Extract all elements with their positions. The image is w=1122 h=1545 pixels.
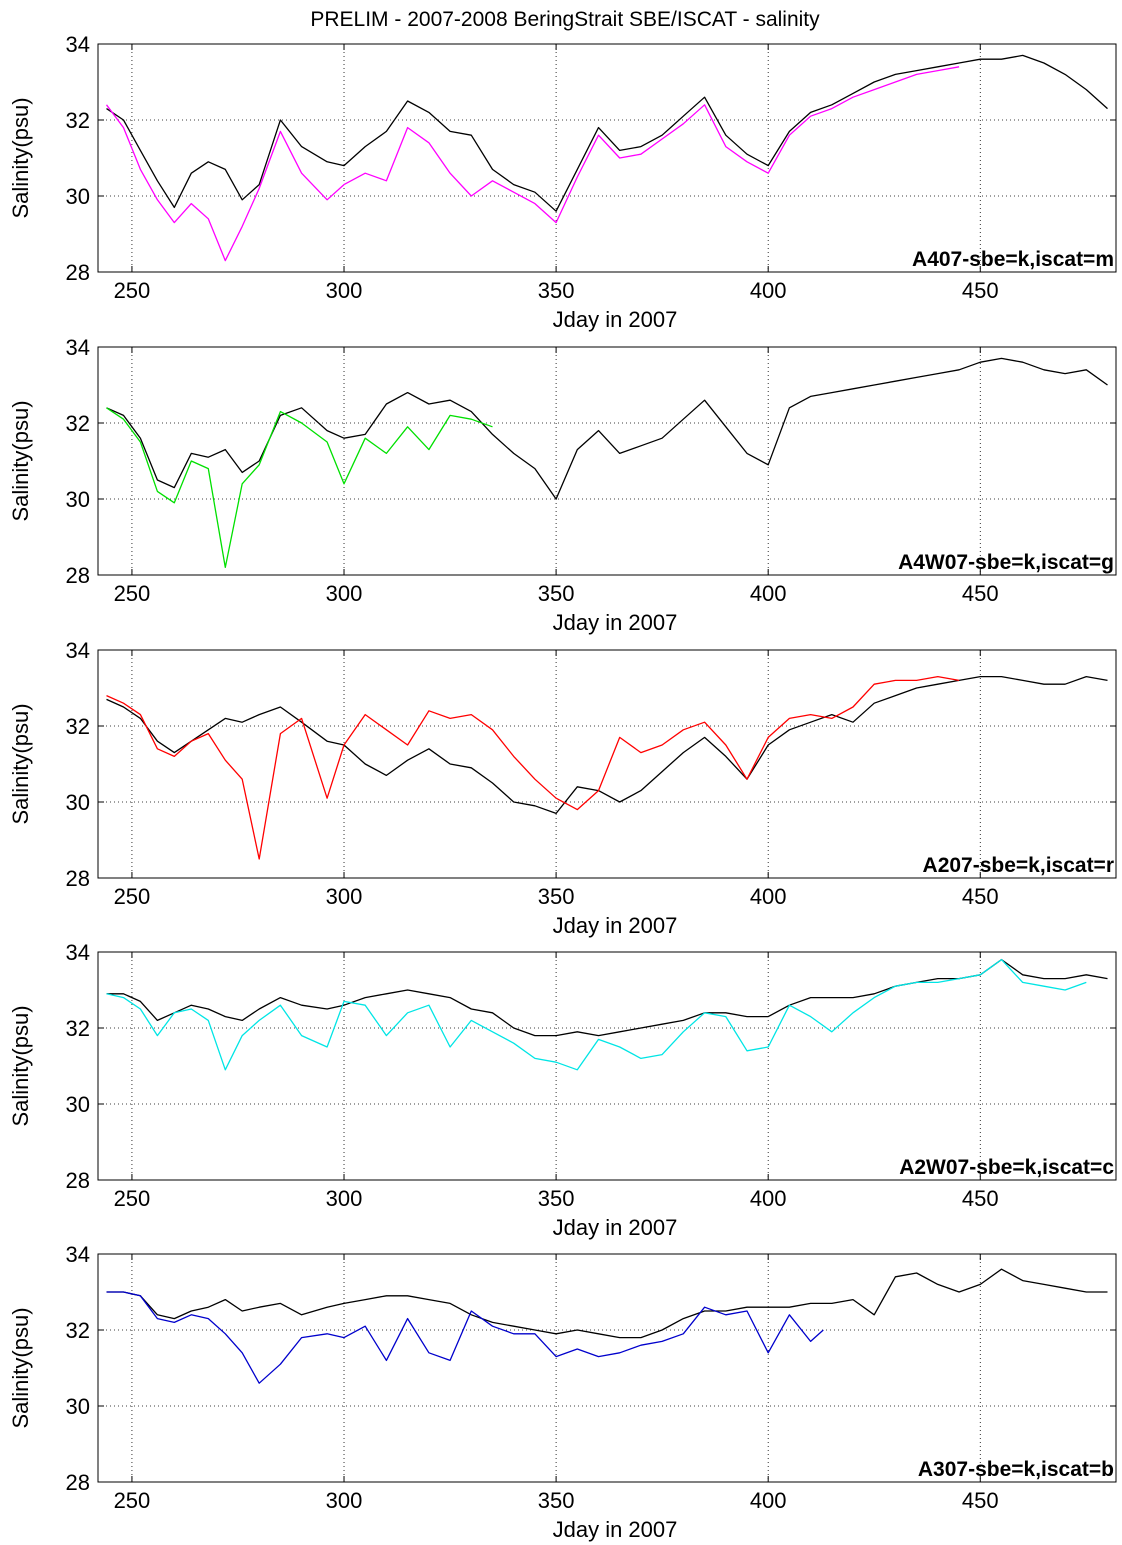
x-axis-label: Jday in 2007 <box>553 1517 678 1542</box>
figure-title: PRELIM - 2007-2008 BeringStrait SBE/ISCA… <box>310 8 820 31</box>
series-line-1 <box>106 54 1108 212</box>
y-tick-label: 32 <box>66 108 90 133</box>
x-tick-label: 400 <box>750 581 787 606</box>
x-axis-label: Jday in 2007 <box>553 307 678 332</box>
panel-annotation: A407-sbe=k,iscat=m <box>912 248 1114 271</box>
series-line-1 <box>106 357 1108 500</box>
x-tick-label: 450 <box>962 884 999 909</box>
x-tick-label: 250 <box>114 581 151 606</box>
plot-area <box>98 347 1116 575</box>
series-line-2 <box>105 66 960 262</box>
x-tick-label: 350 <box>538 1488 575 1513</box>
panel-annotation: A207-sbe=k,iscat=r <box>923 854 1114 877</box>
y-tick-label: 34 <box>66 1242 90 1267</box>
x-tick-label: 350 <box>538 884 575 909</box>
x-tick-label: 300 <box>326 1186 363 1211</box>
x-tick-label: 250 <box>114 278 151 303</box>
y-tick-label: 30 <box>66 1092 90 1117</box>
plot-area <box>98 650 1116 878</box>
series-group <box>106 1268 1108 1384</box>
series-line-1 <box>106 675 1108 815</box>
x-axis-label: Jday in 2007 <box>553 913 678 938</box>
x-tick-label: 350 <box>538 581 575 606</box>
series-line-1 <box>106 958 1108 1037</box>
x-tick-label: 300 <box>326 581 363 606</box>
y-tick-label: 28 <box>66 866 90 891</box>
panel-3: 250 300 350 400 450 28 30 32 34 Jday in 2007 Salin… <box>8 638 1117 938</box>
series-group <box>106 357 1108 569</box>
x-tick-label: 400 <box>750 278 787 303</box>
y-axis-label: Salinity(psu) <box>8 1307 33 1428</box>
y-axis-label: Salinity(psu) <box>8 97 33 218</box>
axes-box <box>97 649 1117 879</box>
x-tick-label: 400 <box>750 884 787 909</box>
y-tick-label: 32 <box>66 1318 90 1343</box>
x-tick-label: 300 <box>326 1488 363 1513</box>
y-axis-label: Salinity(psu) <box>8 703 33 824</box>
x-tick-label: 300 <box>326 278 363 303</box>
x-tick-label: 450 <box>962 1186 999 1211</box>
x-axis-label: Jday in 2007 <box>553 610 678 635</box>
panel-annotation: A4W07-sbe=k,iscat=g <box>898 551 1114 574</box>
x-tick-label: 450 <box>962 278 999 303</box>
y-tick-label: 28 <box>66 563 90 588</box>
y-tick-label: 32 <box>66 1016 90 1041</box>
panel-5: 250 300 350 400 450 28 30 32 34 Jday in 2007 Salin… <box>8 1242 1117 1542</box>
y-axis-label: Salinity(psu) <box>8 1005 33 1126</box>
y-tick-label: 30 <box>66 184 90 209</box>
series-group <box>106 675 1108 860</box>
panels: 250 300 350 400 450 28 30 32 34 Jday in 2007 Salin… <box>8 32 1117 1542</box>
panel-annotation: A307-sbe=k,iscat=b <box>918 1458 1114 1481</box>
panel-annotation: A2W07-sbe=k,iscat=c <box>899 1156 1114 1179</box>
y-tick-label: 32 <box>66 714 90 739</box>
series-line-2 <box>106 958 1087 1071</box>
y-tick-label: 34 <box>66 940 90 965</box>
x-tick-label: 350 <box>538 1186 575 1211</box>
y-tick-label: 30 <box>66 487 90 512</box>
y-tick-label: 28 <box>66 260 90 285</box>
axes-box <box>97 43 1117 273</box>
y-tick-label: 34 <box>66 638 90 663</box>
plot-area <box>98 1254 1116 1482</box>
panel-1: 250 300 350 400 450 28 30 32 34 Jday in 2007 Salin… <box>8 32 1117 332</box>
x-tick-label: 400 <box>750 1186 787 1211</box>
series-line-1 <box>106 1268 1108 1339</box>
series-group <box>106 958 1108 1071</box>
y-tick-label: 34 <box>66 32 90 57</box>
x-tick-label: 450 <box>962 1488 999 1513</box>
y-tick-label: 30 <box>66 1394 90 1419</box>
x-axis-label: Jday in 2007 <box>553 1215 678 1240</box>
x-tick-label: 450 <box>962 581 999 606</box>
y-tick-label: 34 <box>66 335 90 360</box>
panel-4: 250 300 350 400 450 28 30 32 34 Jday in 2007 Salin… <box>8 940 1117 1240</box>
series-line-2 <box>106 1291 824 1384</box>
panel-2: 250 300 350 400 450 28 30 32 34 Jday in 2007 Salin… <box>8 335 1117 635</box>
plot-area <box>98 952 1116 1180</box>
y-tick-label: 28 <box>66 1168 90 1193</box>
x-tick-label: 250 <box>114 884 151 909</box>
axes-box <box>97 346 1117 576</box>
y-axis-label: Salinity(psu) <box>8 400 33 521</box>
axes-box <box>97 951 1117 1181</box>
x-tick-label: 400 <box>750 1488 787 1513</box>
x-tick-label: 250 <box>114 1186 151 1211</box>
series-line-2 <box>106 675 960 860</box>
y-tick-label: 32 <box>66 411 90 436</box>
series-line-2 <box>106 407 493 569</box>
y-tick-label: 28 <box>66 1470 90 1495</box>
y-tick-label: 30 <box>66 790 90 815</box>
x-tick-label: 250 <box>114 1488 151 1513</box>
x-tick-label: 350 <box>538 278 575 303</box>
x-tick-label: 300 <box>326 884 363 909</box>
series-group <box>105 54 1108 262</box>
plot-area <box>98 44 1116 272</box>
axes-box <box>97 1253 1117 1483</box>
